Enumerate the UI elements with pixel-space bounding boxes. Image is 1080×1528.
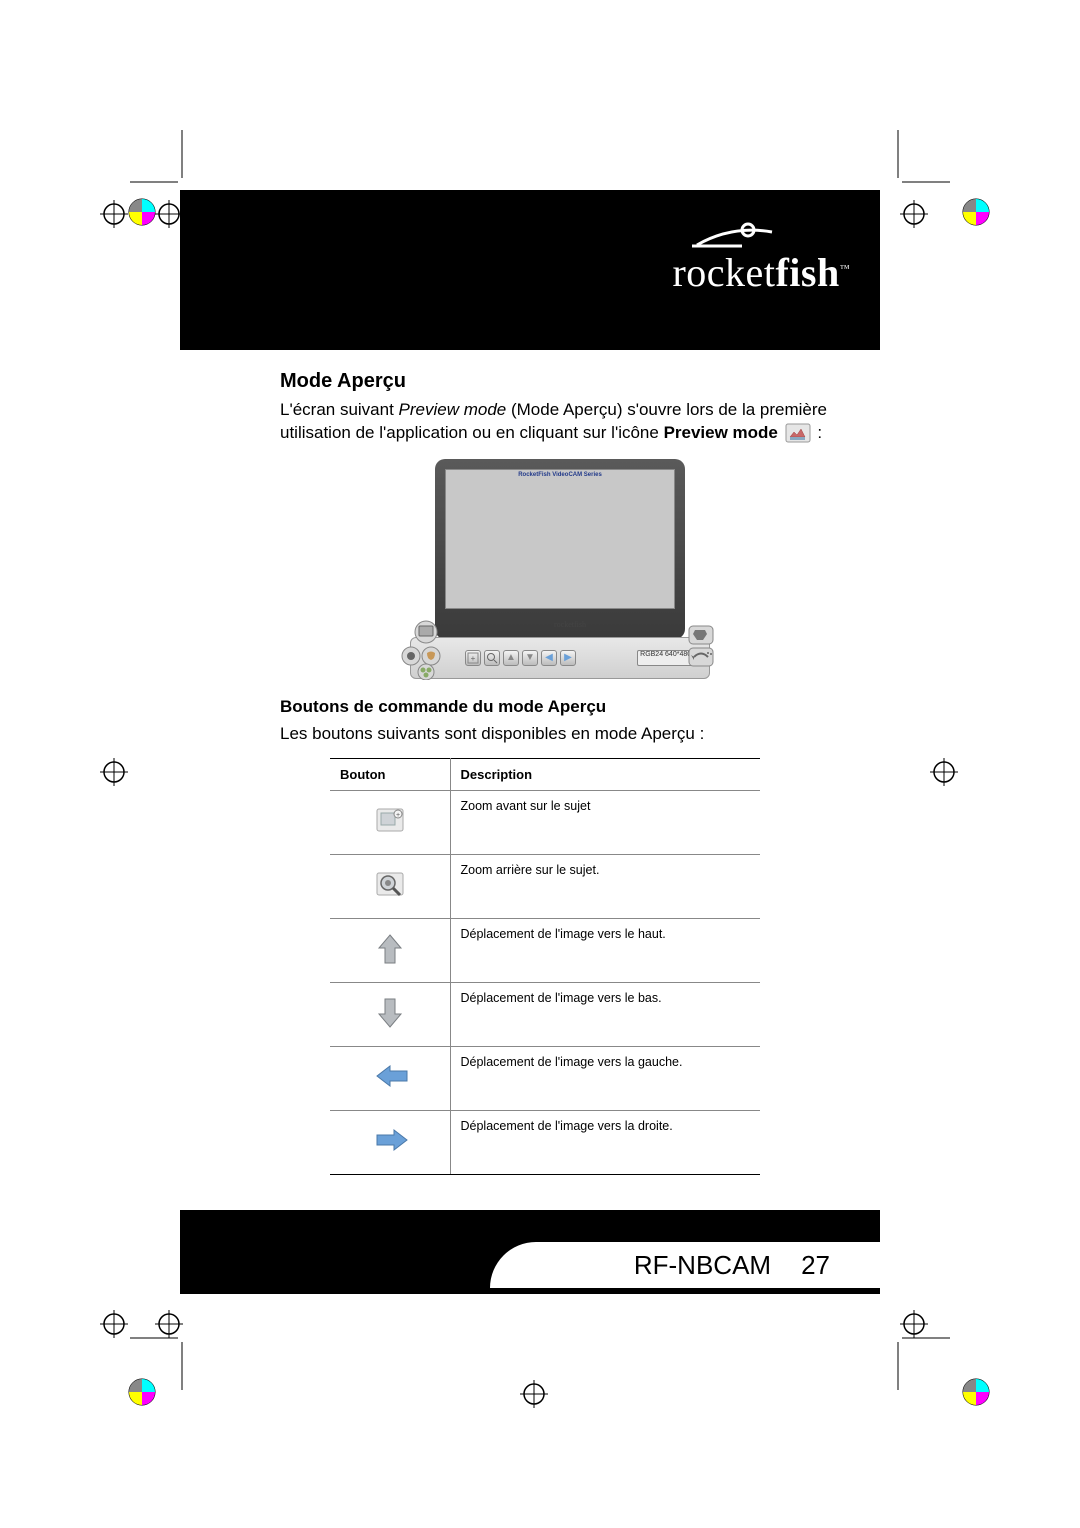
brand-banner: rocketfish™ [180, 190, 880, 350]
arrow-up-button[interactable]: ▲ [503, 650, 519, 666]
svg-text:+: + [471, 654, 476, 663]
section-paragraph: L'écran suivant Preview mode (Mode Aperç… [280, 399, 840, 445]
description-cell: Déplacement de l'image vers la droite. [450, 1110, 760, 1174]
arrow-down-button[interactable]: ▼ [522, 650, 538, 666]
col-button: Bouton [330, 758, 450, 790]
description-cell: Déplacement de l'image vers la gauche. [450, 1046, 760, 1110]
arrow-left-cell [330, 1046, 450, 1110]
right-button-cluster [685, 624, 717, 680]
zoom-in-button[interactable]: + [465, 650, 481, 666]
description-cell: Déplacement de l'image vers le bas. [450, 982, 760, 1046]
zoom-in-icon: + [374, 806, 406, 836]
screen-brand: rocketfish [445, 620, 695, 629]
reg-mark [100, 758, 128, 786]
zoom-out-button[interactable] [484, 650, 500, 666]
reg-mark [100, 1310, 128, 1338]
arrow-left-icon [374, 1063, 406, 1093]
zoom-out-icon [374, 870, 406, 900]
svg-text:+: + [396, 812, 400, 819]
arrow-up-icon [374, 932, 406, 962]
section-title: Mode Aperçu [280, 370, 840, 393]
footer-banner: RF-NBCAM 27 [180, 1210, 880, 1294]
rocketfish-logo: rocketfish™ [672, 220, 850, 296]
para-text: : [817, 423, 822, 442]
reg-mark [100, 200, 128, 228]
subsection-title: Boutons de commande du mode Aperçu [280, 697, 840, 717]
arrow-right-icon [374, 1127, 406, 1157]
preview-area: RocketFish VideoCAM Series [445, 469, 675, 609]
description-cell: Zoom arrière sur le sujet. [450, 854, 760, 918]
logo-tm: ™ [840, 264, 850, 275]
para-italic: Preview mode [399, 400, 507, 419]
footer-tab: RF-NBCAM 27 [490, 1242, 880, 1288]
arrow-up-cell [330, 918, 450, 982]
arrow-left-button[interactable]: ◀ [541, 650, 557, 666]
description-cell: Déplacement de l'image vers le haut. [450, 918, 760, 982]
logo-part1: rocket [672, 250, 775, 295]
col-description: Description [450, 758, 760, 790]
color-circle-icon [960, 196, 992, 228]
description-cell: Zoom avant sur le sujet [450, 790, 760, 854]
screen-frame: RocketFish VideoCAM Series rocketfish [435, 459, 685, 639]
arrow-right-cell [330, 1110, 450, 1174]
arrow-down-cell [330, 982, 450, 1046]
arrow-down-icon [374, 996, 406, 1026]
table-row: Déplacement de l'image vers le haut. [330, 918, 760, 982]
preview-toolbar: + ▲ ▼ ◀ ▶ RGB24 640*480 ▼ [410, 637, 710, 679]
window-title: RocketFish VideoCAM Series [446, 472, 674, 478]
zoom-out-cell [330, 854, 450, 918]
page-number: 27 [801, 1250, 830, 1281]
subsection-intro: Les boutons suivants sont disponibles en… [280, 723, 840, 746]
table-row: Déplacement de l'image vers le bas. [330, 982, 760, 1046]
arrow-right-button[interactable]: ▶ [560, 650, 576, 666]
preview-mode-icon [785, 423, 811, 443]
para-bold: Preview mode [664, 423, 778, 442]
para-text: L'écran suivant [280, 400, 399, 419]
table-row: Zoom arrière sur le sujet. [330, 854, 760, 918]
table-row: + Zoom avant sur le sujet [330, 790, 760, 854]
app-screenshot-figure: RocketFish VideoCAM Series rocketfish + [410, 459, 710, 679]
color-circle-icon [960, 1376, 992, 1408]
button-table: Bouton Description + Zoom avant sur le su… [330, 758, 760, 1175]
model-name: RF-NBCAM [634, 1250, 771, 1281]
table-row: Déplacement de l'image vers la gauche. [330, 1046, 760, 1110]
left-button-cluster [401, 620, 451, 680]
logo-part2: fish [775, 250, 839, 295]
table-row: Déplacement de l'image vers la droite. [330, 1110, 760, 1174]
resolution-value: RGB24 640*480 [640, 651, 691, 658]
page-content: Mode Aperçu L'écran suivant Preview mode… [280, 370, 840, 1175]
zoom-in-cell: + [330, 790, 450, 854]
